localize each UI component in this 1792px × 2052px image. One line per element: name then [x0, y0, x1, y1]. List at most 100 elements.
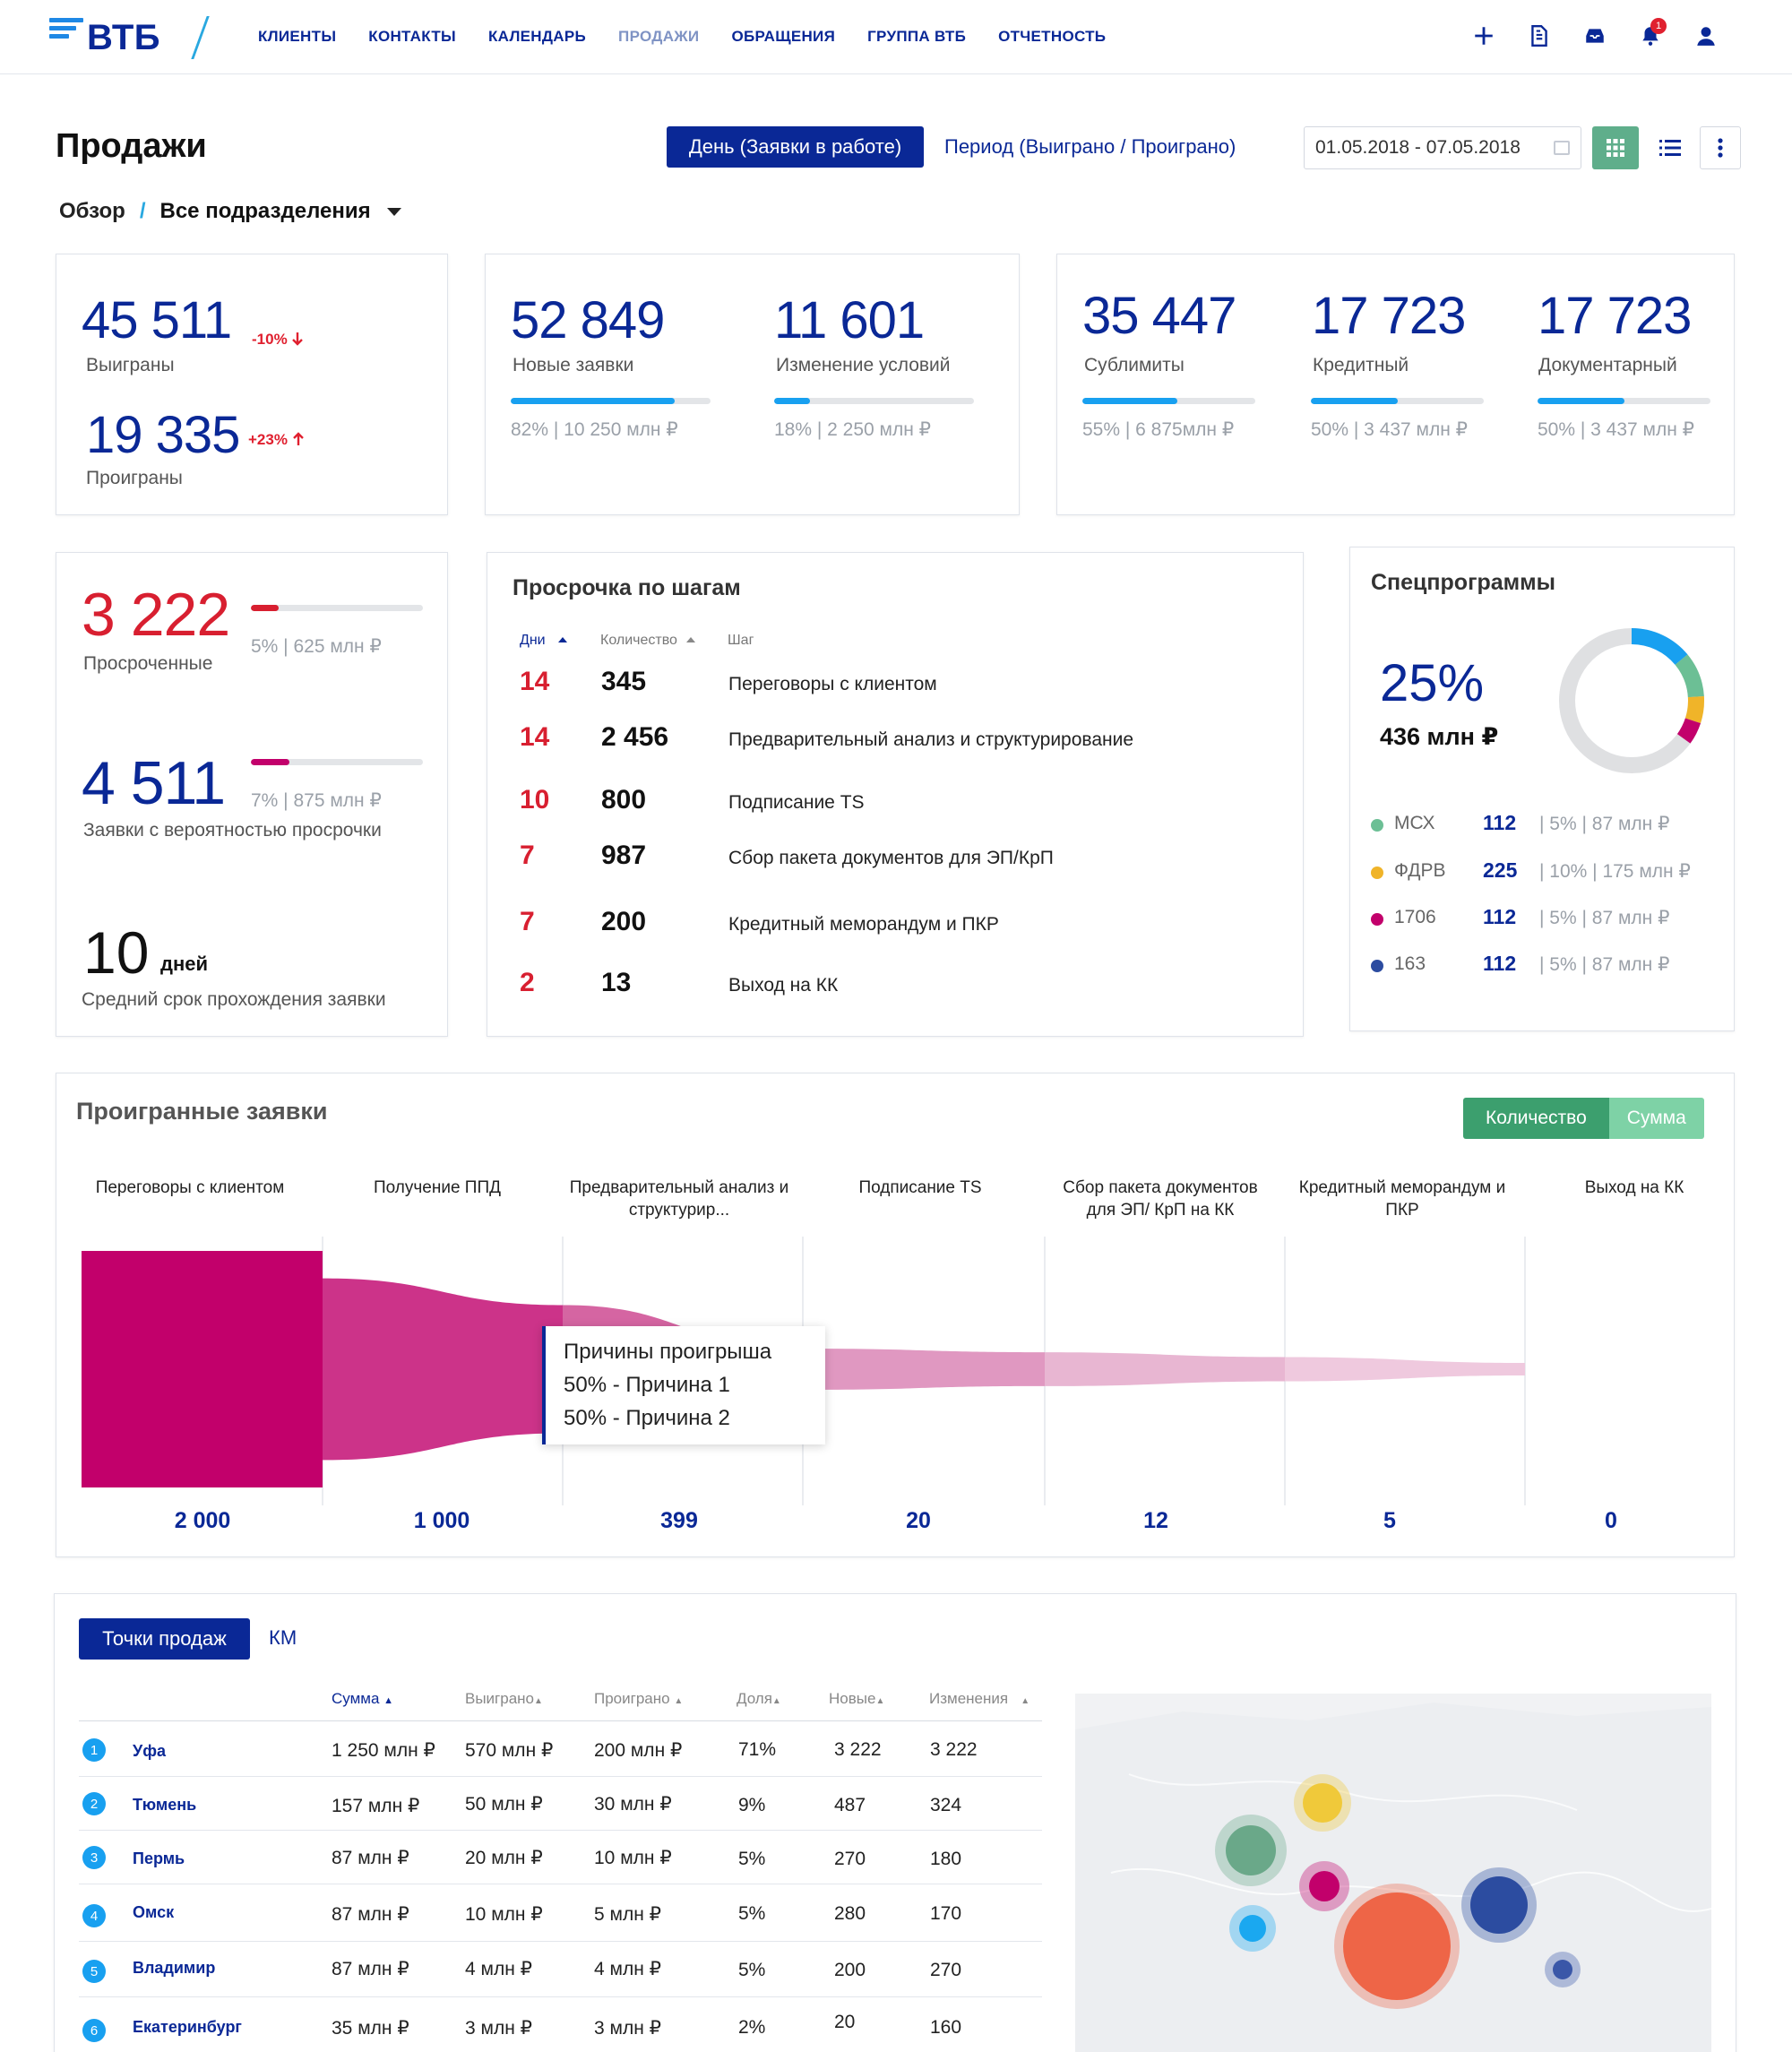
table-row[interactable]: 3 Пермь 87 млн ₽ 20 млн ₽ 10 млн ₽ 5% 27…: [79, 1831, 1042, 1884]
more-vertical-icon: [1718, 138, 1723, 158]
list-view-button[interactable]: [1647, 126, 1693, 169]
nav-contacts[interactable]: КОНТАКТЫ: [368, 28, 456, 45]
funnel-stage-6[interactable]: [1285, 1357, 1525, 1382]
nav-clients[interactable]: КЛИЕНТЫ: [258, 28, 337, 45]
nav-reports[interactable]: ОТЧЕТНОСТЬ: [998, 28, 1107, 45]
donut-segment-fdrv: [1559, 628, 1704, 773]
date-range-input[interactable]: 01.05.2018 - 07.05.2018: [1304, 126, 1581, 169]
nav-calendar[interactable]: КАЛЕНДАРЬ: [487, 28, 587, 45]
col-sum-header[interactable]: Сумма ▲: [332, 1690, 393, 1708]
nav-appeals[interactable]: ОБРАЩЕНИЯ: [731, 28, 836, 45]
day-mode-button[interactable]: День (Заявки в работе): [667, 126, 924, 168]
documentary-value: 17 723: [1538, 287, 1692, 345]
vtb-logo[interactable]: ВТБ: [49, 16, 175, 57]
legend-dot: [1371, 866, 1383, 879]
steps-row[interactable]: 7 200 Кредитный меморандум и ПКР: [520, 907, 1290, 943]
map-bubble-navy[interactable]: [1470, 1876, 1528, 1934]
funnel-stage-1[interactable]: [82, 1251, 323, 1487]
col-count-header[interactable]: Количество: [600, 633, 696, 649]
table-row[interactable]: 1 Уфа 1 250 млн ₽ 570 млн ₽ 200 млн ₽ 71…: [79, 1723, 1042, 1777]
steps-row[interactable]: 10 800 Подписание TS: [520, 785, 1290, 821]
new-requests-value: 52 849: [511, 291, 665, 349]
table-row[interactable]: 6 Екатеринбург 35 млн ₽ 3 млн ₽ 3 млн ₽ …: [79, 1997, 1042, 2052]
row-city[interactable]: Тюмень: [133, 1796, 197, 1814]
sublimits-value: 35 447: [1082, 287, 1236, 345]
map-bubble-yellow[interactable]: [1303, 1783, 1342, 1823]
row-changes: 324: [930, 1795, 962, 1815]
row-city[interactable]: Уфа: [133, 1742, 166, 1760]
col-won-header[interactable]: Выиграно▲: [465, 1690, 543, 1708]
table-row[interactable]: 5 Владимир 87 млн ₽ 4 млн ₽ 4 млн ₽ 5% 2…: [79, 1942, 1042, 1997]
nav-sales[interactable]: ПРОДАЖИ: [618, 28, 700, 45]
map-bubble-navy-small[interactable]: [1553, 1960, 1572, 1979]
stage-label: Сбор пакета документов для ЭП/ КрП на КК: [1063, 1178, 1258, 1220]
legend-sub: | 5% | 87 млн ₽: [1539, 814, 1670, 834]
user-icon[interactable]: [1692, 22, 1720, 50]
table-row[interactable]: 4 Омск 87 млн ₽ 10 млн ₽ 5 млн ₽ 5% 280 …: [79, 1884, 1042, 1942]
notifications-icon[interactable]: 1: [1636, 18, 1667, 50]
add-icon[interactable]: [1469, 22, 1498, 50]
row-city[interactable]: Екатеринбург: [133, 2018, 242, 2036]
stage-label: Переговоры с клиентом: [95, 1178, 285, 1197]
map-bubble-green[interactable]: [1226, 1825, 1276, 1875]
tab-km[interactable]: КМ: [269, 1626, 297, 1649]
legend-item[interactable]: 1706 112 | 5% | 87 млн ₽: [1371, 905, 1729, 932]
steps-row[interactable]: 14 2 456 Предварительный анализ и структ…: [520, 722, 1290, 758]
map-bubble-magenta[interactable]: [1309, 1871, 1340, 1901]
nav-vtb-group[interactable]: ГРУППА ВТБ: [867, 28, 967, 45]
sort-icon: ▲: [771, 1696, 781, 1706]
funnel-stage-5[interactable]: [1045, 1352, 1285, 1386]
grid-view-button[interactable]: [1592, 126, 1639, 169]
legend-item[interactable]: 163 112 | 5% | 87 млн ₽: [1371, 952, 1729, 979]
row-share: 2%: [738, 2017, 766, 2038]
row-new: 20: [834, 2012, 856, 2032]
division-selector[interactable]: Все подразделения: [159, 199, 371, 223]
legend-dot: [1371, 913, 1383, 926]
row-city[interactable]: Омск: [133, 1903, 175, 1921]
more-options-button[interactable]: [1700, 126, 1741, 169]
col-changes-header[interactable]: Изменения ▲: [929, 1690, 1030, 1708]
row-new: 487: [834, 1795, 866, 1815]
stage-label: Получение ППД: [374, 1178, 501, 1197]
sales-map[interactable]: [1075, 1694, 1711, 2052]
overdue-value: 3 222: [82, 581, 230, 649]
documents-icon[interactable]: [1525, 22, 1554, 50]
col-lost-header[interactable]: Проиграно ▲: [594, 1690, 683, 1708]
steps-row[interactable]: 2 13 Выход на КК: [520, 968, 1290, 1004]
inbox-icon[interactable]: [1581, 22, 1609, 50]
row-sum: 87 млн ₽: [332, 1848, 409, 1868]
table-header-divider: [79, 1720, 1042, 1721]
col-step-header[interactable]: Шаг: [728, 633, 754, 648]
tab-sales-points[interactable]: Точки продаж: [79, 1618, 250, 1660]
tooltip-line: 50% - Причина 1: [564, 1373, 730, 1397]
row-won: 570 млн ₽: [465, 1740, 554, 1761]
credit-label: Кредитный: [1313, 355, 1409, 375]
legend-item[interactable]: ФДРВ 225 | 10% | 175 млн ₽: [1371, 858, 1729, 885]
steps-row[interactable]: 14 345 Переговоры с клиентом: [520, 667, 1290, 703]
period-mode-button[interactable]: Период (Выиграно / Проиграно): [944, 135, 1236, 158]
date-range-value: 01.05.2018 - 07.05.2018: [1315, 137, 1521, 158]
col-days-header[interactable]: Дни: [520, 633, 568, 649]
row-city[interactable]: Владимир: [133, 1959, 216, 1977]
col-share-header[interactable]: Доля▲: [737, 1690, 781, 1708]
funnel-stage-4[interactable]: [803, 1349, 1045, 1390]
breadcrumb-overview[interactable]: Обзор: [59, 199, 125, 223]
steps-row[interactable]: 7 987 Сбор пакета документов для ЭП/КрП: [520, 841, 1290, 876]
col-won-text: Выиграно: [465, 1690, 535, 1707]
map-bubble-orange[interactable]: [1343, 1892, 1451, 2000]
map-bubble-cyan[interactable]: [1239, 1915, 1266, 1942]
toggle-sum[interactable]: Сумма: [1608, 1098, 1704, 1139]
lost-delta-text: +23%: [248, 431, 288, 448]
row-index: 2: [82, 1792, 106, 1815]
toggle-count[interactable]: Количество: [1463, 1098, 1609, 1139]
row-city[interactable]: Пермь: [133, 1849, 185, 1867]
funnel-stage-2[interactable]: [323, 1278, 563, 1461]
col-sum-text: Сумма: [332, 1690, 380, 1707]
legend-item[interactable]: МСХ 112 | 5% | 87 млн ₽: [1371, 811, 1729, 838]
sort-asc-icon: [558, 637, 568, 642]
special-amount: 436 млн ₽: [1380, 723, 1499, 750]
table-row[interactable]: 2 Тюмень 157 млн ₽ 50 млн ₽ 30 млн ₽ 9% …: [79, 1777, 1042, 1831]
chevron-down-icon[interactable]: [386, 207, 401, 216]
col-new-header[interactable]: Новые▲: [829, 1690, 884, 1708]
logo-text: ВТБ: [87, 18, 161, 57]
